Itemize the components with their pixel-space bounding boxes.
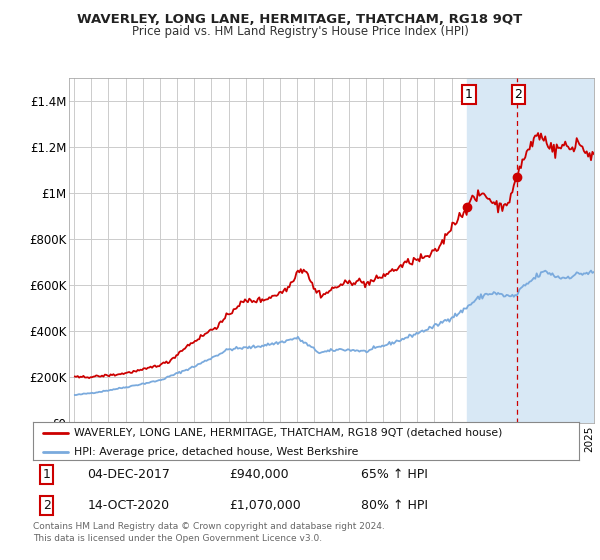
Text: HPI: Average price, detached house, West Berkshire: HPI: Average price, detached house, West… <box>74 447 358 457</box>
Text: 1: 1 <box>43 468 50 481</box>
Text: 80% ↑ HPI: 80% ↑ HPI <box>361 499 428 512</box>
Text: WAVERLEY, LONG LANE, HERMITAGE, THATCHAM, RG18 9QT (detached house): WAVERLEY, LONG LANE, HERMITAGE, THATCHAM… <box>74 427 502 437</box>
Text: 2: 2 <box>43 499 50 512</box>
Text: £940,000: £940,000 <box>230 468 289 481</box>
Text: Price paid vs. HM Land Registry's House Price Index (HPI): Price paid vs. HM Land Registry's House … <box>131 25 469 38</box>
Bar <box>467 78 600 423</box>
Text: 65% ↑ HPI: 65% ↑ HPI <box>361 468 427 481</box>
Text: £1,070,000: £1,070,000 <box>230 499 301 512</box>
Text: 1: 1 <box>465 88 473 101</box>
Text: 2: 2 <box>514 88 522 101</box>
Text: 14-OCT-2020: 14-OCT-2020 <box>88 499 170 512</box>
Text: WAVERLEY, LONG LANE, HERMITAGE, THATCHAM, RG18 9QT: WAVERLEY, LONG LANE, HERMITAGE, THATCHAM… <box>77 13 523 26</box>
Text: Contains HM Land Registry data © Crown copyright and database right 2024.
This d: Contains HM Land Registry data © Crown c… <box>33 522 385 543</box>
Text: 04-DEC-2017: 04-DEC-2017 <box>88 468 170 481</box>
